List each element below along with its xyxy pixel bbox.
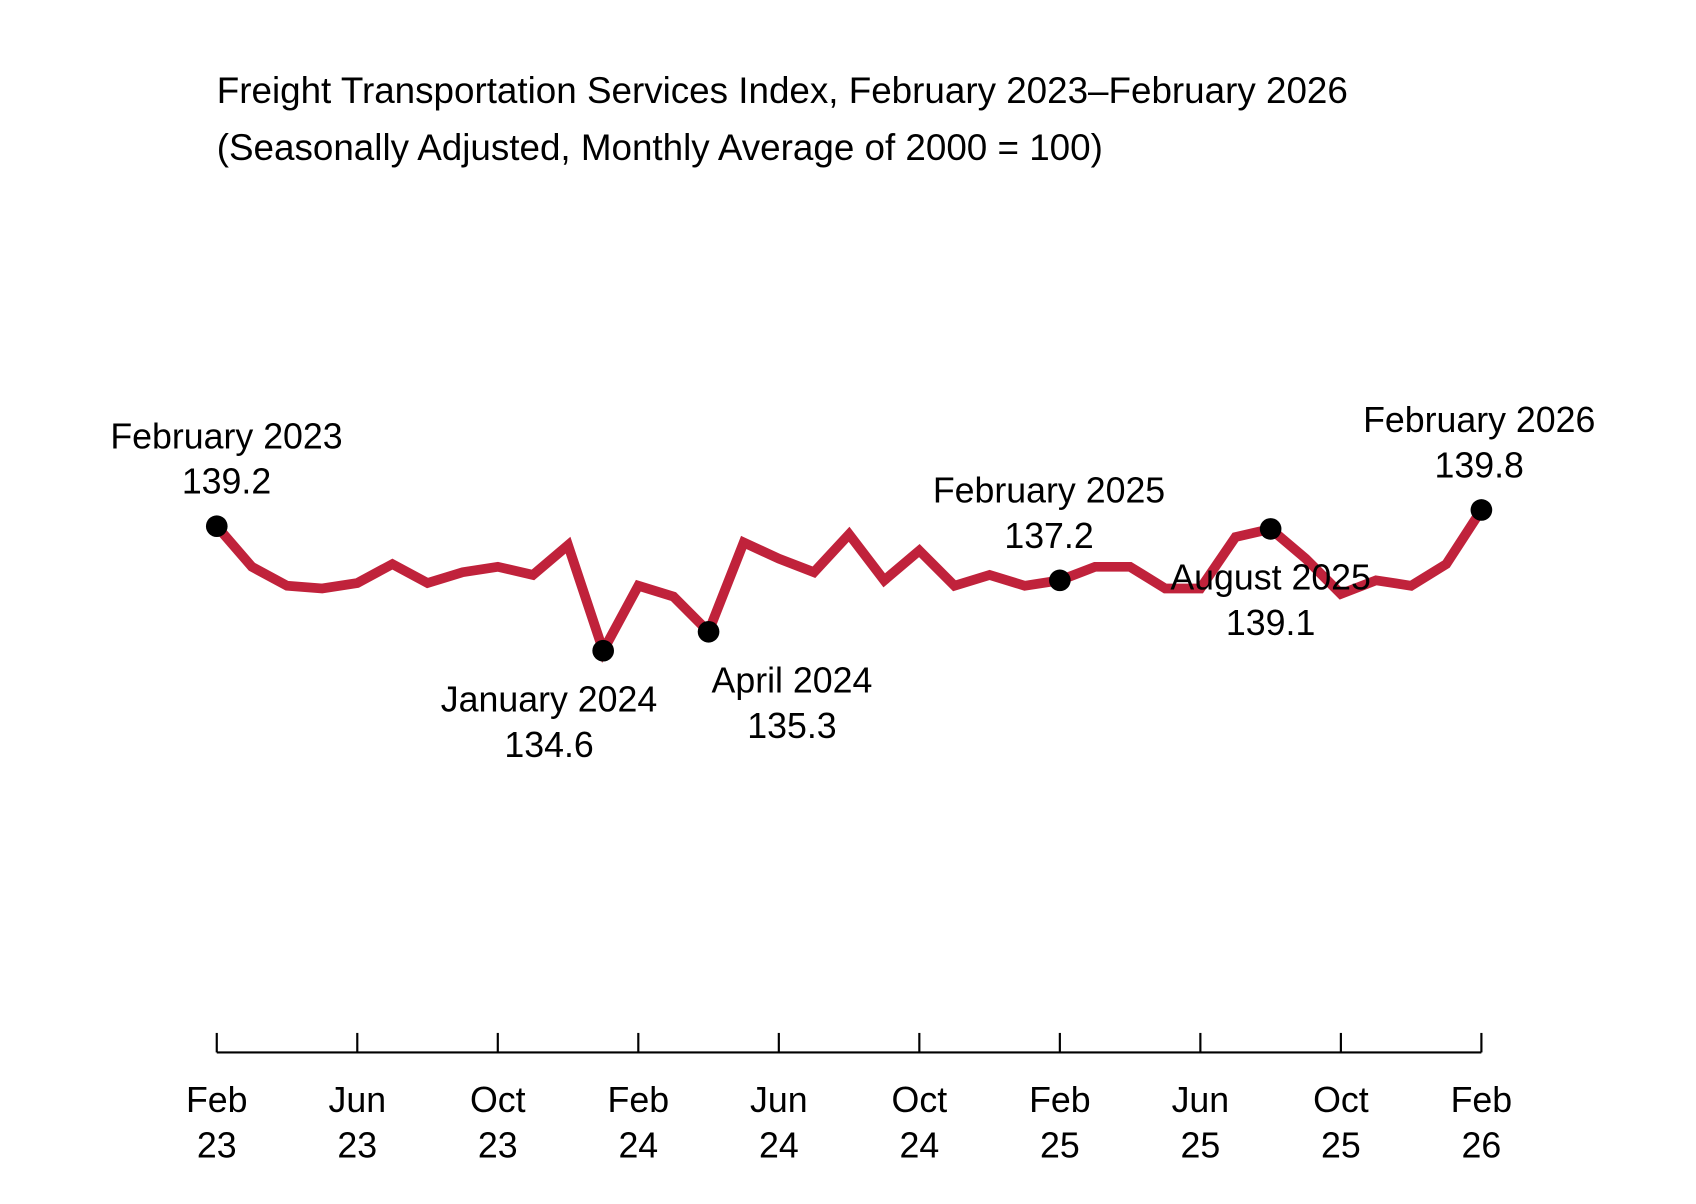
x-tick-label-year: 23 <box>337 1125 377 1165</box>
x-tick-label-month: Oct <box>892 1080 948 1120</box>
annotation-label: February 2026 <box>1363 400 1595 440</box>
annotation-label: April 2024 <box>712 660 873 700</box>
annotation-marker <box>205 515 228 538</box>
annotation-label: February 2023 <box>110 416 342 456</box>
x-tick-label-year: 25 <box>1321 1125 1361 1165</box>
annotation-marker <box>1259 518 1282 540</box>
chart-title: Freight Transportation Services Index, F… <box>217 70 1348 111</box>
x-tick-label-month: Jun <box>328 1080 386 1120</box>
x-tick-label-year: 23 <box>197 1125 237 1165</box>
x-tick-label-year: 23 <box>478 1125 518 1165</box>
chart-subtitle: (Seasonally Adjusted, Monthly Average of… <box>217 127 1103 168</box>
annotation-marker <box>1049 569 1071 592</box>
x-tick-label-year: 25 <box>1181 1125 1221 1165</box>
annotation-marker <box>697 620 720 643</box>
x-tick-label-month: Oct <box>470 1080 526 1120</box>
annotation-marker <box>592 639 615 662</box>
annotation-value: 139.8 <box>1435 445 1524 485</box>
x-tick-label-year: 26 <box>1462 1125 1502 1165</box>
x-tick-label-year: 24 <box>899 1125 939 1165</box>
x-tick-label-month: Feb <box>608 1080 670 1120</box>
x-tick-label-month: Oct <box>1313 1080 1369 1120</box>
annotation-value: 134.6 <box>504 725 593 765</box>
x-tick-label-month: Feb <box>1029 1080 1091 1120</box>
x-tick-label-month: Feb <box>186 1080 248 1120</box>
annotation-label: August 2025 <box>1170 558 1371 598</box>
x-tick-label-month: Feb <box>1451 1080 1513 1120</box>
annotation-value: 139.2 <box>182 462 271 502</box>
annotation-value: 139.1 <box>1226 603 1315 643</box>
annotations: February 2023 139.2 January 2024 134.6 April… <box>110 400 1595 765</box>
x-tick-label-year: 25 <box>1040 1125 1080 1165</box>
x-tick-label-year: 24 <box>618 1125 658 1165</box>
annotation-value: 137.2 <box>1004 516 1093 556</box>
annotation-marker <box>1470 499 1493 521</box>
annotation-label: February 2025 <box>933 470 1165 510</box>
x-tick-label-month: Jun <box>750 1080 808 1120</box>
x-tick-label-month: Jun <box>1172 1080 1230 1120</box>
annotation-label: January 2024 <box>441 679 657 719</box>
x-tick-label-year: 24 <box>759 1125 799 1165</box>
annotation-value: 135.3 <box>747 706 836 746</box>
x-axis: Feb 23 Jun 23 Oct 23 Feb 24 Jun 24 Oct 24 Feb 25 Jun 25… <box>186 1032 1513 1165</box>
